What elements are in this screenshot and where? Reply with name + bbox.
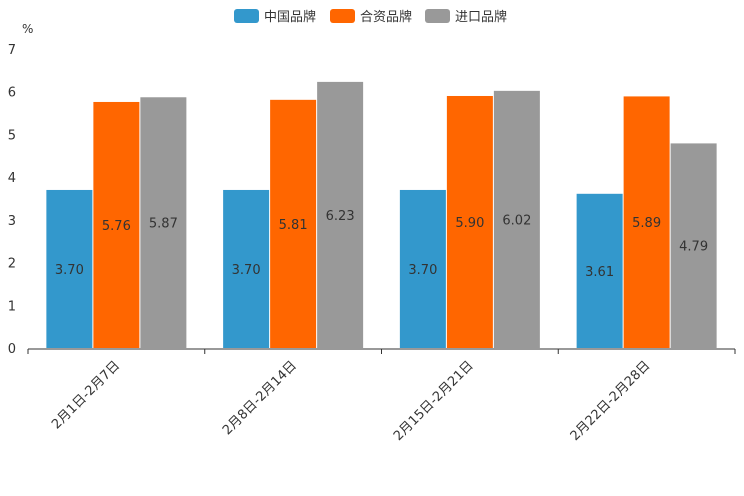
x-category-label: 2月15日-2月21日 [391, 358, 477, 444]
y-axis: 0 1 2 3 4 5 6 7 [8, 43, 16, 357]
data-label-4-2: 5.89 [632, 216, 661, 231]
legend-swatch-3[interactable] [425, 9, 450, 23]
y-tick-label: 7 [8, 43, 16, 58]
data-label-2-3: 6.23 [326, 209, 355, 224]
data-label-4-1: 3.61 [585, 265, 614, 280]
legend-label-3[interactable]: 进口品牌 [455, 9, 507, 25]
bars-group: 3.70 5.76 5.87 3.70 5.81 6.23 3.70 5.90 6.02 3.61… [46, 81, 717, 349]
data-label-1-3: 5.87 [149, 217, 178, 232]
legend-swatch-1[interactable] [234, 9, 259, 23]
bar-3-2[interactable] [446, 95, 493, 348]
y-tick-label: 1 [8, 299, 16, 314]
bar-1-3[interactable] [140, 97, 187, 348]
bar-4-2[interactable] [623, 96, 670, 348]
y-tick-label: 6 [8, 86, 16, 101]
y-tick-label: 0 [8, 342, 16, 357]
data-label-2-2: 5.81 [279, 218, 308, 233]
y-tick-label: 2 [8, 257, 16, 272]
legend: 中国品牌 合资品牌 进口品牌 [234, 9, 507, 25]
bar-4-3[interactable] [670, 143, 717, 348]
x-category-label: 2月22日-2月28日 [568, 358, 654, 444]
bar-2-3[interactable] [317, 81, 364, 348]
bar-1-1[interactable] [46, 189, 93, 348]
bar-2-1[interactable] [223, 189, 270, 348]
x-axis: 2月1日-2月7日 2月8日-2月14日 2月15日-2月21日 2月22日-2月28… [27, 348, 736, 444]
data-label-3-3: 6.02 [502, 213, 531, 228]
data-label-3-2: 5.90 [455, 216, 484, 231]
y-tick-label: 5 [8, 128, 16, 143]
bar-3-3[interactable] [493, 90, 540, 349]
x-category-label: 2月8日-2月14日 [220, 358, 300, 438]
x-category-label: 2月1日-2月7日 [49, 358, 123, 432]
bar-3-1[interactable] [399, 189, 446, 348]
data-label-2-1: 3.70 [232, 263, 261, 278]
legend-label-1[interactable]: 中国品牌 [264, 9, 316, 25]
data-label-1-2: 5.76 [102, 219, 131, 234]
y-tick-label: 4 [8, 171, 16, 186]
data-label-3-1: 3.70 [408, 263, 437, 278]
y-axis-unit-label: % [22, 22, 33, 36]
legend-label-2[interactable]: 合资品牌 [360, 9, 412, 25]
y-tick-label: 3 [8, 214, 16, 229]
bar-4-1[interactable] [576, 193, 623, 348]
bar-1-2[interactable] [93, 101, 140, 348]
legend-swatch-2[interactable] [330, 9, 355, 23]
data-label-4-3: 4.79 [679, 240, 708, 255]
bar-2-2[interactable] [270, 99, 317, 348]
data-label-1-1: 3.70 [55, 263, 84, 278]
